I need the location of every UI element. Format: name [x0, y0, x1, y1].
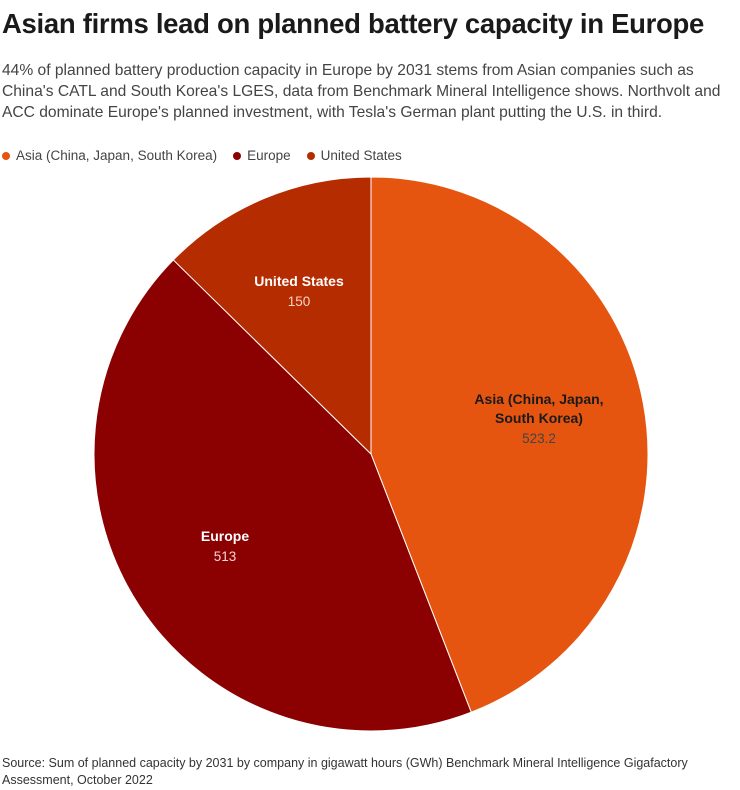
pie-slice-asia: [370, 176, 649, 713]
legend-item-asia: Asia (China, Japan, South Korea): [2, 148, 217, 163]
pie-slice-europe: [93, 259, 472, 732]
legend-item-europe: Europe: [233, 148, 291, 163]
legend-swatch-united-states: [306, 151, 315, 160]
slice-value-united-states: 150: [288, 294, 311, 309]
legend-swatch-asia: [2, 151, 10, 160]
legend-item-united-states: United States: [306, 148, 402, 163]
slice-value-europe: 513: [214, 549, 237, 564]
slice-label-united-states: United States: [254, 273, 344, 289]
source-note: Source: Sum of planned capacity by 2031 …: [2, 756, 688, 787]
chart-subtitle: 44% of planned battery production capaci…: [2, 62, 721, 121]
legend-label-asia: Asia (China, Japan, South Korea): [16, 148, 218, 163]
slice-label-europe: Europe: [201, 528, 249, 544]
legend: Asia (China, Japan, South Korea) Europe …: [2, 148, 418, 163]
slice-label-asia: Asia (China, Japan,: [474, 391, 603, 407]
pie-slice-united-states: [172, 176, 372, 456]
legend-label-united-states: United States: [320, 148, 402, 163]
legend-swatch-europe: [233, 151, 242, 160]
slice-label-asia: South Korea): [495, 410, 583, 426]
chart-title: Asian firms lead on planned battery capa…: [2, 8, 705, 39]
legend-label-europe: Europe: [247, 148, 291, 163]
slice-value-asia: 523.2: [522, 431, 556, 446]
